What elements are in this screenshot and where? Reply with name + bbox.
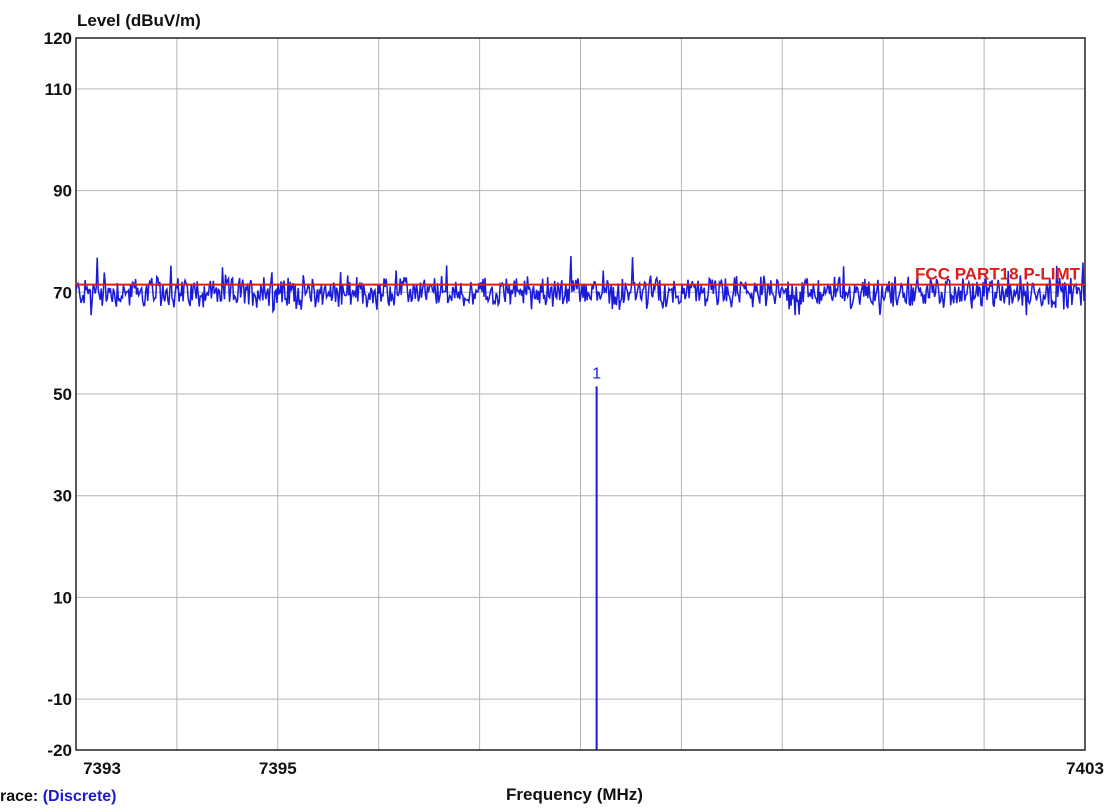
y-tick-label: 90 (53, 182, 72, 201)
trace-prefix: race: (0, 788, 39, 805)
x-axis-title: Frequency (MHz) (506, 785, 643, 804)
markers: 1 (592, 365, 601, 750)
measurement-trace (75, 256, 1086, 316)
y-tick-label: 120 (44, 29, 72, 48)
y-tick-label: 10 (53, 588, 72, 607)
trace-info: race: (Discrete) (0, 788, 117, 806)
y-axis-title: Level (dBuV/m) (77, 11, 201, 30)
y-tick-label: 50 (53, 385, 72, 404)
y-axis-ticks: 120 110 90 70 50 30 10 -10 -20 (44, 29, 72, 760)
x-axis-ticks: 7393 7395 7403 (83, 759, 1104, 778)
x-tick-label: 7393 (83, 759, 121, 778)
y-tick-label: -20 (47, 741, 72, 760)
grid-lines (75, 37, 1086, 751)
y-tick-label: 110 (45, 80, 72, 99)
marker-label: 1 (592, 365, 601, 382)
trace-mode: (Discrete) (42, 788, 117, 805)
limit-line-label: FCC PART18 P-LIMT (915, 265, 1081, 284)
y-tick-label: -10 (47, 690, 72, 709)
x-tick-label: 7395 (259, 759, 297, 778)
plot-frame (75, 37, 1086, 751)
y-tick-label: 30 (53, 487, 72, 506)
x-tick-label: 7403 (1066, 759, 1104, 778)
y-tick-label: 70 (53, 283, 72, 302)
